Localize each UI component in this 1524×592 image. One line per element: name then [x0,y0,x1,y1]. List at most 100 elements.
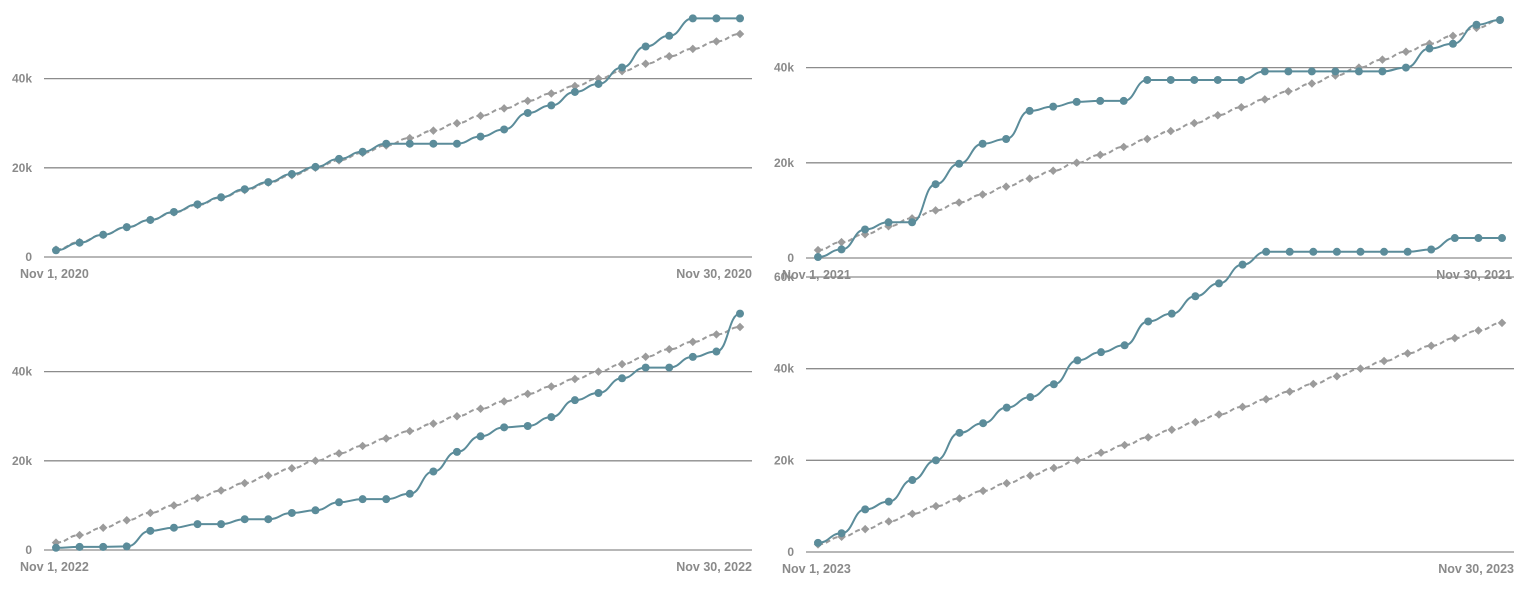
target-point [452,118,462,128]
target-point [1260,95,1270,104]
target-point [169,501,179,510]
target-point [476,111,485,121]
actual-point [1213,75,1222,84]
target-point [452,411,462,421]
target-point [594,367,603,376]
target-point [523,389,532,399]
actual-point [712,14,721,23]
actual-point [382,495,391,504]
target-point [837,237,846,247]
target-point [641,352,650,361]
target-point [1142,134,1152,144]
actual-point [264,515,273,524]
actual-point [1237,75,1246,84]
actual-point [736,14,744,23]
actual-point [1260,67,1269,76]
target-point [523,96,532,106]
actual-point [476,132,485,141]
y-tick-label: 0 [25,543,32,557]
target-point [405,133,415,143]
target-point [884,517,894,526]
target-point [547,382,556,391]
target-point [570,374,580,384]
actual-point [240,185,249,194]
actual-point [405,139,414,148]
actual-point [594,389,603,398]
actual-point [429,467,438,476]
actual-point [405,489,414,498]
actual-point [146,215,155,224]
actual-point [547,413,556,422]
actual-point [1354,67,1363,76]
target-point [1237,103,1246,112]
target-point [712,330,721,339]
y-tick-label: 40k [774,362,794,376]
actual-point [193,200,202,209]
actual-point [665,363,674,372]
target-point [264,471,273,480]
x-start-label: Nov 1, 2022 [20,560,89,574]
actual-point [1380,247,1389,256]
target-point [1048,166,1058,175]
target-point [1285,387,1294,396]
actual-point [523,422,532,431]
target-point [358,441,367,451]
actual-point [1049,380,1058,389]
actual-point [1144,317,1153,326]
chart-panel-2020: 0 20k 40k Nov 1, 2020 Nov 30, 2020 [12,14,752,281]
actual-point [641,363,650,372]
target-point [499,397,509,406]
y-tick-label: 20k [774,453,794,467]
target-point [1401,47,1411,56]
actual-point [1097,348,1106,357]
actual-point [122,542,131,551]
y-tick-label: 40k [12,72,32,86]
target-series-line [817,321,1503,546]
target-point [547,89,556,98]
target-point [1213,110,1223,120]
target-point [931,501,941,511]
actual-point [1474,234,1483,243]
target-point [735,29,745,39]
actual-point [1143,75,1152,84]
target-point [1119,142,1128,152]
actual-point [452,447,461,456]
target-point [1049,463,1059,473]
target-point [955,494,964,503]
actual-point [570,87,579,96]
actual-series-line [817,19,1501,259]
actual-point [75,542,84,551]
actual-point [931,456,940,465]
actual-point [1167,309,1176,318]
actual-point [1427,245,1436,254]
actual-point [52,543,60,552]
target-point [1356,364,1365,373]
y-tick-label: 40k [774,61,794,75]
target-point [664,345,674,354]
actual-series-line [55,17,740,252]
actual-point [311,506,320,515]
actual-point [861,225,870,234]
actual-point [217,193,226,202]
actual-point [547,101,556,110]
target-point [405,426,415,436]
actual-point [1049,102,1058,111]
target-point [1190,118,1199,128]
y-tick-label: 60k [774,270,794,284]
target-point [1238,402,1247,412]
target-point [664,52,674,61]
target-point [860,524,870,534]
y-tick-label: 20k [774,156,794,170]
actual-point [52,246,60,255]
target-point [381,434,391,443]
target-point [1095,150,1105,160]
actual-point [500,125,509,134]
x-start-label: Nov 1, 2023 [782,562,851,576]
chart-panel-2022: 0 20k 40k Nov 1, 2022 Nov 30, 2022 [12,309,752,574]
actual-point [99,542,108,551]
actual-point [1285,247,1294,256]
actual-point [169,523,178,532]
actual-point [712,347,721,356]
actual-point [955,428,964,437]
actual-point [618,63,627,72]
